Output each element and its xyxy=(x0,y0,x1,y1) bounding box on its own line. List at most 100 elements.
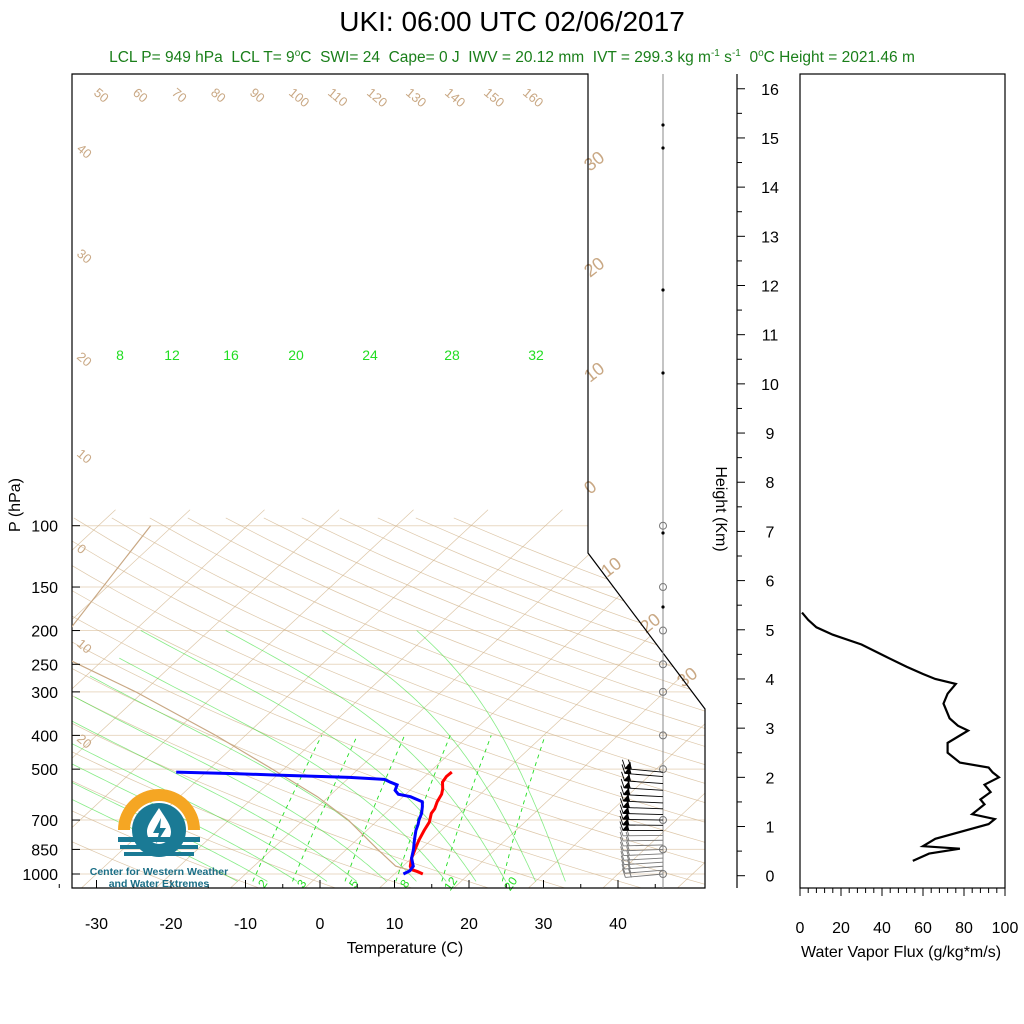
wind-barb-column xyxy=(619,74,667,888)
flux-tick-label: 0 xyxy=(796,920,805,937)
flux-tick-label: 60 xyxy=(914,920,932,937)
ivt-exponent-s: -1 xyxy=(731,48,741,59)
wind-barb-feather xyxy=(620,785,625,795)
pressure-tick-label: 850 xyxy=(31,842,58,859)
height-tick-label: 15 xyxy=(761,131,779,148)
wind-barb-feather xyxy=(625,841,630,851)
dry-adiabat-line xyxy=(72,517,705,888)
ivt-value: IVT = 299.3 kg m-1 s-1 xyxy=(592,48,741,67)
height-tick-label: 7 xyxy=(766,524,775,541)
wind-barb-feather xyxy=(619,804,624,814)
pressure-tick-label: 250 xyxy=(31,657,58,674)
pressure-level-marker xyxy=(659,765,667,774)
freezing-height-value: C Height = 2021.46 m xyxy=(763,49,915,67)
wind-barb-staff xyxy=(624,865,664,870)
ivt-unit-s: s xyxy=(719,49,732,67)
isotherm-label: 30 xyxy=(74,246,95,267)
y-axis-label: P (hPa) xyxy=(7,478,24,532)
pressure-tick-label: 400 xyxy=(31,728,58,745)
skew-t-border xyxy=(71,73,706,889)
wind-barb-staff xyxy=(623,844,664,847)
moist-adiabat-line xyxy=(119,657,447,882)
isotherm-label: 20 xyxy=(580,253,608,281)
wind-barb-staff xyxy=(623,839,664,842)
freezing-height-zero: 0 xyxy=(749,49,759,67)
isotherm-label: 30 xyxy=(580,147,608,175)
wind-barb-staff xyxy=(623,848,664,852)
height-tick-label: 0 xyxy=(766,869,775,886)
dry-adiabat-line xyxy=(72,517,261,888)
logo-line-1: Center for Western Weather xyxy=(89,866,229,878)
wind-barb-pennant xyxy=(622,787,630,795)
mixing-ratio-label: 12 xyxy=(441,874,460,893)
height-dot xyxy=(661,288,665,292)
height-dot xyxy=(661,371,665,375)
theta-label: 160 xyxy=(520,85,546,110)
dry-adiabat-line xyxy=(263,517,705,888)
degree-sign: o xyxy=(758,48,764,59)
temperature-tick-label: 30 xyxy=(535,916,553,933)
wind-barb-feather xyxy=(619,810,624,820)
height-tick-label: 13 xyxy=(761,229,779,246)
mixing-ratio-line xyxy=(501,735,546,882)
logo-sun-ring xyxy=(118,789,200,830)
dry-adiabat-line xyxy=(72,517,567,888)
flux-tick-label: 80 xyxy=(955,920,973,937)
height-dot xyxy=(661,123,665,127)
wind-barb-feather xyxy=(621,859,625,870)
wind-barb-staff xyxy=(625,768,664,773)
dry-adiabat-line xyxy=(72,517,184,888)
skew-t-data xyxy=(72,525,453,876)
dry-adiabat-line xyxy=(72,517,705,888)
moist-adiabat-line xyxy=(225,630,507,882)
dry-adiabat-line xyxy=(225,517,705,888)
wind-barb-feather xyxy=(619,826,624,836)
height-dot xyxy=(661,146,665,150)
iwv-value: IWV = 20.12 mm xyxy=(468,49,585,67)
logo-waves xyxy=(118,837,200,856)
wind-barb-staff xyxy=(623,806,664,810)
isotherm-label: 20 xyxy=(74,731,95,752)
wind-barb-staff xyxy=(624,780,664,785)
wind-barb-feather xyxy=(621,759,626,769)
wind-barb-feather xyxy=(619,821,624,831)
theta-label: 80 xyxy=(208,85,229,106)
temperature-tick-label: 40 xyxy=(609,916,627,933)
wind-barb-staff xyxy=(623,857,664,861)
moist-adiabat-label: 16 xyxy=(223,347,239,363)
temperature-tick-label: -30 xyxy=(85,916,108,933)
isotherm-line xyxy=(72,509,265,888)
pressure-tick-label: 300 xyxy=(31,685,58,702)
moist-adiabat-label: 12 xyxy=(164,347,180,363)
pressure-level-marker xyxy=(659,660,667,669)
parcel-path-line xyxy=(72,525,423,875)
moist-adiabat-line xyxy=(74,696,387,882)
mixing-ratio-line xyxy=(344,735,406,882)
isotherm-line xyxy=(229,509,638,888)
pressure-tick-label: 700 xyxy=(31,813,58,830)
dry-adiabat-line xyxy=(187,517,705,888)
wind-barb-staff xyxy=(624,861,664,866)
theta-label: 150 xyxy=(481,85,507,110)
temperature-line xyxy=(408,770,453,876)
wind-barb-feather xyxy=(621,771,625,781)
isotherm-label: 20 xyxy=(74,349,95,370)
flux-data xyxy=(801,611,1001,862)
height-dot xyxy=(661,531,665,535)
wind-barb-staff xyxy=(624,869,664,874)
temperature-tick-label: 20 xyxy=(460,916,478,933)
wind-barb-feather xyxy=(619,815,624,826)
moist-adiabat-line xyxy=(140,630,477,882)
ivt-number: IVT = 299.3 kg m xyxy=(592,49,711,67)
lcl-temperature: LCL T= 9oC xyxy=(231,48,311,66)
wind-barb-feather xyxy=(620,792,625,802)
chart-title: UKI: 06:00 UTC 02/06/2017 xyxy=(339,6,685,37)
isotherm-line xyxy=(72,509,414,888)
dry-adiabat-line xyxy=(111,517,705,888)
moist-adiabat-line xyxy=(72,727,328,882)
height-tick-label: 16 xyxy=(761,82,779,99)
isotherm-line xyxy=(453,509,705,888)
wind-barb-staff xyxy=(623,853,664,856)
wind-barb-feather xyxy=(620,846,625,856)
